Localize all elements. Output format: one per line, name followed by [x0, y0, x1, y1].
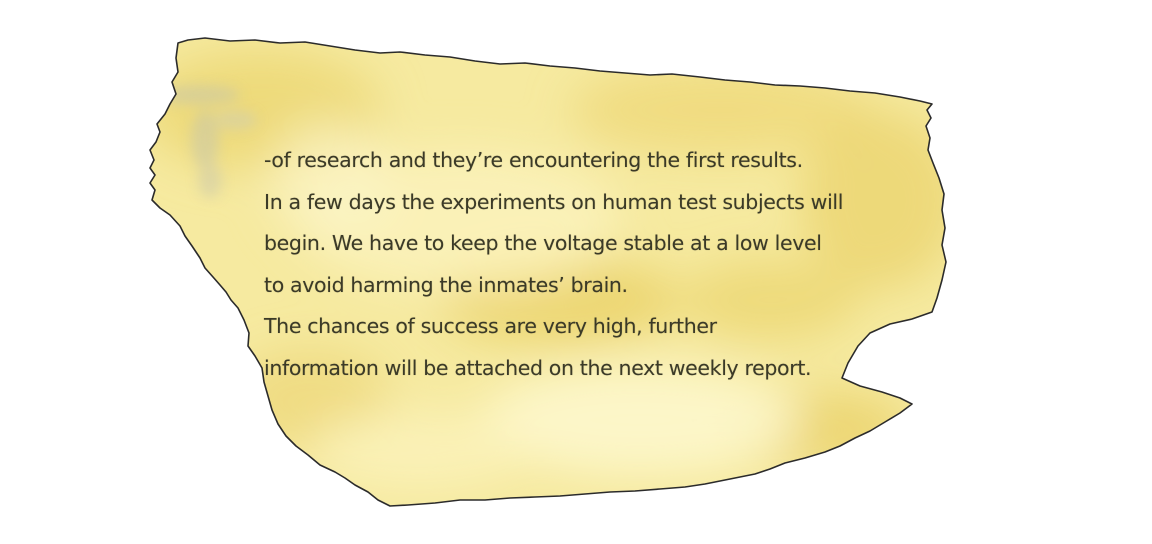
- note-line-1: -of research and they’re encountering th…: [264, 148, 803, 172]
- note-body: -of research and they’re encountering th…: [264, 140, 884, 389]
- note-line-2: In a few days the experiments on human t…: [264, 189, 844, 214]
- note-line-3: begin. We have to keep the voltage stabl…: [264, 231, 822, 255]
- note-line-4: to avoid harming the inmates’ brain.: [264, 272, 628, 297]
- note-line-6: information will be attached on the next…: [264, 355, 812, 380]
- note-line-5: The chances of success are very high, fu…: [264, 314, 717, 338]
- paper-torn-edge: [149, 37, 947, 507]
